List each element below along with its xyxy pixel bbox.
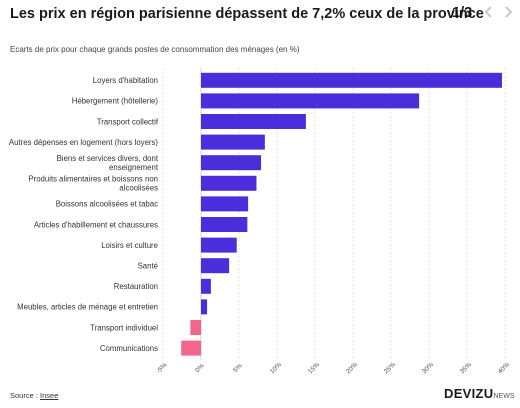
x-tick-label: 0% [194, 362, 206, 374]
x-tick-label: 30% [421, 361, 435, 375]
bar [201, 93, 420, 109]
chevron-right-icon[interactable] [501, 4, 515, 20]
category-label: Autres dépenses en logement (hors loyers… [9, 138, 158, 147]
page-title: Les prix en région parisienne dépassent … [10, 6, 484, 22]
bar [201, 114, 306, 129]
x-tick-label: 10% [269, 361, 283, 375]
bar-chart: -5% 0% 5% 10% 15% 20% 25% 30% 35% 40% Loyers d'hab… [9, 68, 511, 375]
bar [201, 299, 208, 315]
x-tick-label: 15% [307, 361, 321, 375]
category-label: Communications [100, 344, 158, 353]
bar [201, 237, 237, 253]
x-tick-label: -5% [155, 362, 168, 375]
category-label: Transport collectif [97, 117, 159, 126]
bar [201, 258, 230, 274]
logo-text: DEVIZU [444, 386, 494, 401]
bar [201, 155, 262, 171]
source-prefix: Source : [10, 391, 41, 400]
category-label: Biens et services divers, dont enseigneme… [57, 154, 159, 172]
bar [201, 134, 265, 150]
x-tick-label: 35% [459, 361, 473, 375]
category-label: Santé [138, 262, 158, 271]
bar [190, 320, 201, 335]
bar [201, 217, 248, 232]
x-tick-label: 40% [497, 361, 511, 375]
category-label: Boissons alcoolisées et tabac [56, 200, 158, 209]
chevron-left-icon[interactable] [482, 4, 496, 20]
bar [201, 175, 257, 191]
category-label: Transport individuel [90, 323, 158, 332]
chart-subtitle: Ecarts de prix pour chaque grands postes… [10, 45, 300, 54]
logo-sub-text: NEWS [493, 393, 515, 400]
bar [201, 278, 211, 294]
bar [201, 196, 249, 212]
source-note: Source : Insee [10, 391, 58, 400]
brand-logo: DEVIZUNEWS [444, 386, 514, 401]
x-tick-label: 5% [232, 362, 244, 374]
bar [201, 72, 502, 88]
bar [181, 340, 201, 356]
category-label: Hébergement (hôtellerie) [72, 97, 159, 106]
source-link[interactable]: Insee [40, 391, 59, 400]
category-label: Loyers d'habitation [93, 76, 158, 85]
category-label: Meubles, articles de ménage et entretien [17, 303, 158, 312]
category-label: Produits alimentaires et boissons non alc… [28, 175, 158, 193]
slide-counter: 1/3 [452, 5, 473, 21]
category-label: Restauration [114, 282, 158, 291]
x-tick-label: 25% [383, 361, 397, 375]
category-label: Loisirs et culture [101, 241, 158, 250]
x-tick-label: 20% [345, 361, 359, 375]
category-label: Articles d'habillement et chaussures [34, 220, 158, 229]
